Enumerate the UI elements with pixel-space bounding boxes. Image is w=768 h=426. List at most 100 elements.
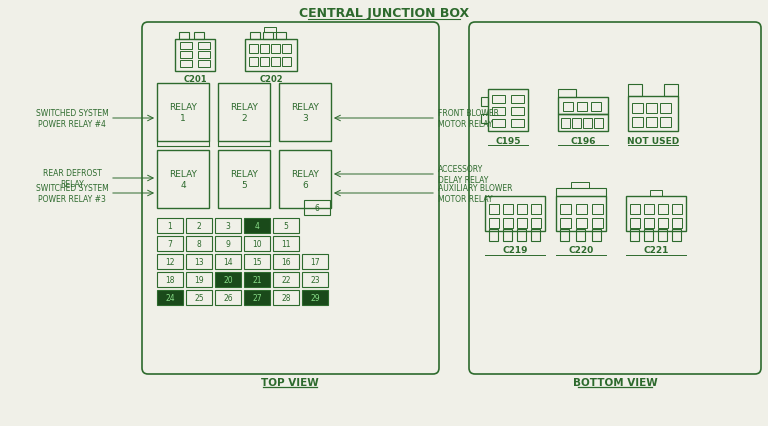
Text: RELAY
3: RELAY 3 — [291, 103, 319, 123]
Text: 25: 25 — [194, 294, 204, 302]
Bar — [626, 196, 686, 231]
Bar — [263, 33, 273, 40]
Bar — [492, 96, 505, 104]
Bar — [273, 254, 299, 269]
Text: 5: 5 — [283, 222, 289, 230]
Bar — [672, 204, 682, 215]
Bar — [215, 272, 241, 287]
Bar — [503, 204, 513, 215]
Bar — [571, 183, 589, 189]
Bar — [157, 272, 183, 287]
Bar — [489, 219, 499, 228]
Bar — [644, 204, 654, 215]
Text: 19: 19 — [194, 275, 204, 284]
Bar — [244, 272, 270, 287]
Bar — [628, 97, 678, 132]
Bar — [561, 119, 570, 129]
Bar — [304, 201, 330, 216]
Bar — [215, 290, 241, 305]
Bar — [660, 104, 671, 114]
Bar — [591, 103, 601, 112]
Text: TOP VIEW: TOP VIEW — [261, 377, 319, 387]
Text: 29: 29 — [310, 294, 319, 302]
Bar — [628, 85, 642, 97]
Text: RELAY
2: RELAY 2 — [230, 103, 258, 123]
Text: SWITCHED SYSTEM
POWER RELAY #3: SWITCHED SYSTEM POWER RELAY #3 — [35, 184, 108, 204]
Bar — [249, 58, 258, 67]
Bar — [186, 272, 212, 287]
Bar — [271, 45, 280, 54]
Bar — [198, 52, 210, 59]
Bar — [157, 84, 209, 142]
Text: C195: C195 — [495, 136, 521, 145]
Bar — [576, 204, 587, 215]
Bar — [560, 219, 571, 228]
Bar — [302, 254, 328, 269]
Bar — [576, 230, 585, 242]
Text: FRONT BLOWER
MOTOR RELAY: FRONT BLOWER MOTOR RELAY — [438, 109, 499, 129]
Bar — [558, 115, 608, 132]
Text: REAR DEFROST
RELAY: REAR DEFROST RELAY — [43, 169, 101, 189]
Bar — [157, 254, 183, 269]
Bar — [198, 43, 210, 50]
Bar — [198, 61, 210, 68]
Text: RELAY
5: RELAY 5 — [230, 170, 258, 190]
Bar — [215, 254, 241, 269]
Bar — [511, 96, 524, 104]
Bar — [179, 33, 189, 40]
Text: 28: 28 — [281, 294, 291, 302]
Bar — [563, 103, 573, 112]
Bar — [282, 45, 291, 54]
Text: C219: C219 — [502, 246, 528, 255]
Bar — [594, 119, 603, 129]
Text: 16: 16 — [281, 257, 291, 266]
Bar — [517, 230, 526, 242]
Text: CENTRAL JUNCTION BOX: CENTRAL JUNCTION BOX — [299, 8, 469, 20]
Text: 13: 13 — [194, 257, 204, 266]
Bar — [157, 290, 183, 305]
Bar — [194, 33, 204, 40]
Bar — [560, 230, 569, 242]
Text: 27: 27 — [252, 294, 262, 302]
Text: C202: C202 — [259, 74, 283, 83]
Bar — [260, 58, 269, 67]
Bar — [556, 189, 606, 196]
Bar — [186, 254, 212, 269]
Bar — [282, 58, 291, 67]
Bar — [489, 230, 498, 242]
Bar — [273, 272, 299, 287]
Bar — [503, 219, 513, 228]
Bar — [245, 40, 297, 72]
Bar — [644, 219, 654, 228]
Bar — [485, 196, 545, 231]
Text: 24: 24 — [165, 294, 175, 302]
Bar — [644, 230, 653, 242]
Bar — [157, 236, 183, 251]
Bar — [279, 151, 331, 208]
Bar — [577, 103, 587, 112]
Bar — [511, 120, 524, 128]
Bar — [658, 219, 668, 228]
Text: SWITCHED SYSTEM
POWER RELAY #4: SWITCHED SYSTEM POWER RELAY #4 — [35, 109, 108, 129]
Bar — [481, 115, 488, 124]
Text: 8: 8 — [197, 239, 201, 248]
Bar — [244, 236, 270, 251]
Bar — [517, 219, 527, 228]
Bar — [488, 90, 528, 132]
Text: C220: C220 — [568, 246, 594, 255]
Bar — [660, 118, 671, 128]
Bar — [260, 45, 269, 54]
Text: 1: 1 — [167, 222, 172, 230]
Bar — [560, 204, 571, 215]
Text: 3: 3 — [226, 222, 230, 230]
Text: C221: C221 — [644, 246, 669, 255]
Bar — [489, 204, 499, 215]
Bar — [630, 204, 640, 215]
Bar — [531, 204, 541, 215]
Bar — [215, 219, 241, 233]
Bar — [558, 90, 576, 98]
Bar — [658, 204, 668, 215]
Bar — [531, 230, 540, 242]
Bar — [218, 84, 270, 142]
Text: 12: 12 — [165, 257, 175, 266]
